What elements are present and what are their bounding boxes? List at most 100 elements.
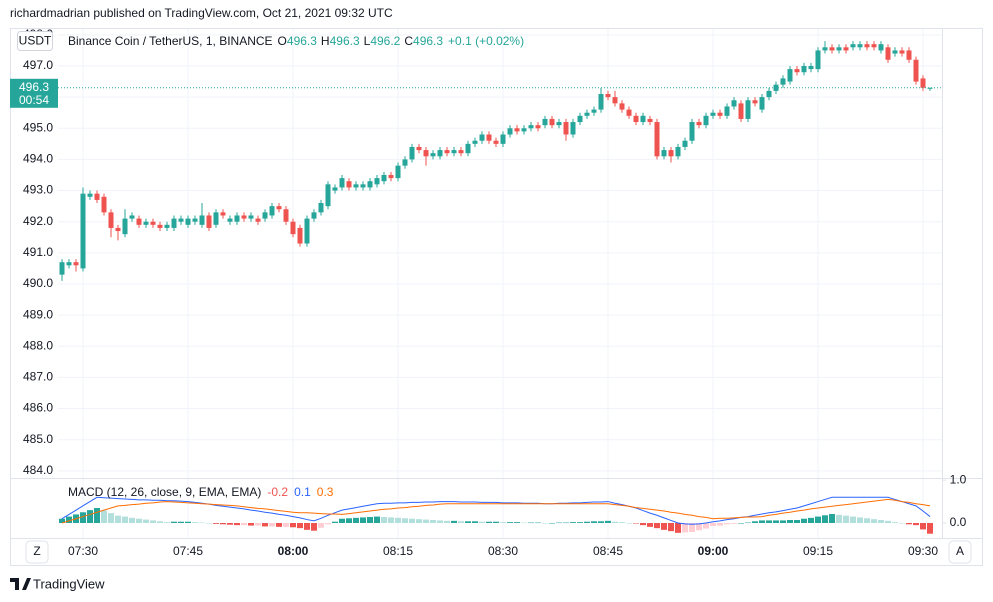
candle-body xyxy=(367,181,373,188)
zoom-button-label[interactable]: Z xyxy=(33,544,40,558)
histogram-bar xyxy=(654,523,660,529)
histogram-bar xyxy=(556,522,562,524)
y-tick-label: 489.0 xyxy=(23,307,53,321)
histogram-bar xyxy=(598,521,604,523)
byline: richardmadrian published on TradingView.… xyxy=(10,6,393,20)
histogram-bar xyxy=(892,522,898,523)
legend-ohlc-value: 496.3 xyxy=(330,34,360,48)
brand: TradingView xyxy=(33,576,105,591)
auto-scale-button[interactable] xyxy=(948,540,972,564)
candle-body xyxy=(73,262,79,266)
histogram-bar xyxy=(668,523,674,532)
histogram-bar xyxy=(262,523,268,527)
histogram-bar xyxy=(773,520,779,523)
histogram-bar xyxy=(787,520,793,523)
price-pane: 484.0 485.0 486.0 487.0 488.0 489.0 490.0 491.0… xyxy=(23,28,942,477)
candle-body xyxy=(521,128,527,132)
histogram-bar xyxy=(472,521,478,523)
y-tick-label: 492.0 xyxy=(23,214,53,228)
histogram-bar xyxy=(66,516,72,523)
candle-body xyxy=(304,218,310,244)
y-tick-label: 488.0 xyxy=(23,338,53,352)
legend-ohlc-value: 496.2 xyxy=(370,34,400,48)
x-tick-label: 08:00 xyxy=(278,544,309,558)
candle-body xyxy=(696,122,702,126)
legend-ohlc-value: 496.3 xyxy=(413,34,443,48)
candle-body xyxy=(227,218,233,222)
y-tick-label: 495.0 xyxy=(23,120,53,134)
histogram-bar xyxy=(115,515,121,523)
histogram-bar xyxy=(339,518,345,523)
candle-body xyxy=(318,203,324,213)
candle-body xyxy=(66,262,72,266)
y-tick-label: 1.0 xyxy=(950,472,967,486)
histogram-bar xyxy=(171,521,177,523)
histogram-bar xyxy=(549,523,555,524)
candle-body xyxy=(402,159,408,166)
candle-body xyxy=(311,212,317,219)
candle-body xyxy=(465,143,471,154)
histogram-bar xyxy=(101,510,107,523)
candle-body xyxy=(584,112,590,116)
y-tick-label: 486.0 xyxy=(23,401,53,415)
histogram-bar xyxy=(640,523,646,526)
candle-body xyxy=(514,128,520,132)
histogram-bar xyxy=(185,521,191,523)
histogram-bar xyxy=(507,522,513,523)
histogram-bar xyxy=(633,523,639,524)
candle-body xyxy=(927,87,933,89)
histogram-bar xyxy=(374,516,380,523)
candle-body xyxy=(913,59,919,82)
candle-body xyxy=(794,69,800,73)
candle-body xyxy=(752,100,758,104)
histogram-bar xyxy=(843,515,849,523)
candle-body xyxy=(920,78,926,88)
histogram-bar xyxy=(178,521,184,523)
histogram-bar xyxy=(836,514,842,523)
histogram-bar xyxy=(486,521,492,523)
candle-body xyxy=(129,215,135,219)
histogram-bar xyxy=(682,523,688,533)
candle-body xyxy=(248,215,254,219)
candle-body xyxy=(164,224,170,228)
candle-body xyxy=(577,115,583,123)
histogram-bar xyxy=(437,520,443,523)
candle-body xyxy=(374,178,380,185)
x-tick-label: 08:15 xyxy=(383,544,413,558)
legend-ohlc-label: C xyxy=(404,34,413,48)
candle-body xyxy=(458,150,464,154)
histogram-bar xyxy=(570,522,576,523)
candle-body xyxy=(269,206,275,216)
histogram-bar xyxy=(304,523,310,530)
histogram-bar xyxy=(927,523,933,534)
candle-body xyxy=(493,140,499,144)
histogram-bar xyxy=(850,516,856,523)
candle-body xyxy=(689,122,695,141)
histogram-bar xyxy=(689,523,695,532)
candle-body xyxy=(262,212,268,219)
last-price-box xyxy=(10,78,58,108)
legend-ohlc-label: L xyxy=(364,34,371,48)
candle-body xyxy=(213,212,219,225)
candle-body xyxy=(444,150,450,154)
histogram-bar xyxy=(780,520,786,523)
histogram-bar xyxy=(724,523,730,525)
signal-line xyxy=(61,498,931,524)
candle-body xyxy=(150,221,156,225)
macd-pane xyxy=(59,496,933,534)
legend-ohlc-label: O xyxy=(278,34,287,48)
candle-body xyxy=(255,218,261,222)
histogram-bar xyxy=(577,522,583,523)
candle-body xyxy=(640,115,646,123)
auto-scale-button-label[interactable]: A xyxy=(956,544,964,558)
candle-body xyxy=(822,47,828,51)
histogram-bar xyxy=(269,523,275,527)
histogram-bar xyxy=(451,520,457,523)
candle-body xyxy=(626,109,632,116)
zoom-button[interactable] xyxy=(25,540,49,564)
candle-body xyxy=(297,227,303,244)
legend-symbol: Binance Coin / TetherUS, 1, BINANCE xyxy=(68,34,273,48)
candle-body xyxy=(388,174,394,179)
histogram-bar xyxy=(808,517,814,523)
